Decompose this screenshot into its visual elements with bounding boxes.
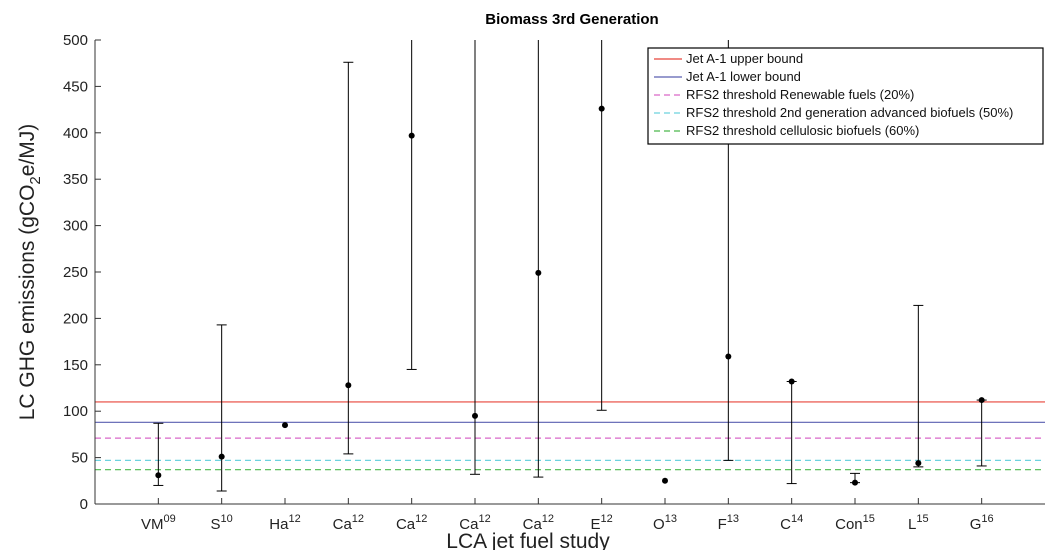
data-point-8 <box>598 105 605 112</box>
y-tick-label: 300 <box>63 218 88 235</box>
data-point-11 <box>788 378 795 385</box>
legend-label: RFS2 threshold cellulosic biofuels (60%) <box>686 123 919 138</box>
legend-label: RFS2 threshold 2nd generation advanced b… <box>686 105 1013 120</box>
legend-box <box>647 47 1044 145</box>
y-tick-label: 250 <box>63 264 88 281</box>
error-bar-8 <box>596 40 607 411</box>
y-tick-label: 350 <box>63 171 88 188</box>
x-tick-label: G16 <box>970 513 994 533</box>
x-tick-label: Con15 <box>835 513 875 533</box>
y-tick-label: 100 <box>63 403 88 420</box>
data-point-4 <box>345 382 352 389</box>
x-tick-label: E12 <box>591 513 613 533</box>
data-point-14 <box>978 397 985 404</box>
legend-item-4: RFS2 threshold 2nd generation advanced b… <box>654 105 1013 120</box>
error-bar-14 <box>976 399 987 467</box>
x-tick-label: Ca12 <box>396 513 427 533</box>
legend-item-3: RFS2 threshold Renewable fuels (20%) <box>654 87 914 102</box>
legend-item-5: RFS2 threshold cellulosic biofuels (60%) <box>654 123 919 138</box>
axis-ticks: 0 50 100 150 200 250 300 350 400 450 500 VM09 S10 Ha1… <box>63 32 1045 533</box>
legend-item-1: Jet A-1 upper bound <box>654 51 803 66</box>
error-bar-4 <box>343 61 354 455</box>
x-tick-label: C14 <box>780 513 803 533</box>
y-tick-label: 50 <box>71 450 88 467</box>
y-tick-label: 0 <box>80 496 88 513</box>
svg-text:LC GHG emissions (gCO2e/MJ): LC GHG emissions (gCO2e/MJ) <box>16 124 44 421</box>
data-point-2 <box>218 453 225 460</box>
legend-label: Jet A-1 lower bound <box>686 69 801 84</box>
error-bar-5 <box>406 40 417 370</box>
y-tick-label: 200 <box>63 310 88 327</box>
x-tick-label: F13 <box>718 513 739 533</box>
x-tick-label: Ha12 <box>269 513 300 533</box>
data-point-10 <box>725 353 732 360</box>
y-tick-label: 150 <box>63 357 88 374</box>
legend-label: RFS2 threshold Renewable fuels (20%) <box>686 87 914 102</box>
data-point-7 <box>535 269 542 276</box>
legend-item-2: Jet A-1 lower bound <box>654 69 801 84</box>
y-tick-label: 450 <box>63 78 88 95</box>
data-point-13 <box>915 460 922 467</box>
y-tick-label: 500 <box>63 32 88 49</box>
legend: Jet A-1 upper bound Jet A-1 lower bound RF… <box>647 47 1044 145</box>
y-axis-label-main: LC GHG emissions (gCO <box>16 185 39 421</box>
x-tick-label: Ca12 <box>523 513 554 533</box>
data-point-9 <box>662 477 668 484</box>
error-bar-11 <box>786 381 797 485</box>
y-axis-label-sub: 2 <box>27 176 44 184</box>
x-tick-label: VM09 <box>141 513 176 533</box>
error-bar-2 <box>216 324 227 492</box>
chart-title: Biomass 3rd Generation <box>485 11 658 28</box>
data-point-5 <box>408 132 415 139</box>
y-axis-label-tail: e/MJ) <box>16 124 39 177</box>
data-point-1 <box>155 472 162 479</box>
y-axis-label: LC GHG emissions (gCO2e/MJ) <box>16 124 44 421</box>
plot-area <box>95 40 1045 492</box>
error-bar-6 <box>470 40 480 475</box>
x-tick-label: Ca12 <box>459 513 490 533</box>
x-tick-label: Ca12 <box>333 513 364 533</box>
x-tick-label: S10 <box>211 513 233 533</box>
data-point-6 <box>472 412 478 419</box>
error-bar-13 <box>913 304 924 468</box>
x-axis-label: LCA jet fuel study <box>446 530 610 550</box>
data-point-12 <box>852 479 858 486</box>
y-tick-label: 400 <box>63 125 88 142</box>
x-tick-label: L15 <box>908 513 929 533</box>
error-bar-7 <box>533 40 544 478</box>
x-tick-label: O13 <box>653 513 677 533</box>
data-point-3 <box>282 422 288 429</box>
legend-label: Jet A-1 upper bound <box>686 51 803 66</box>
